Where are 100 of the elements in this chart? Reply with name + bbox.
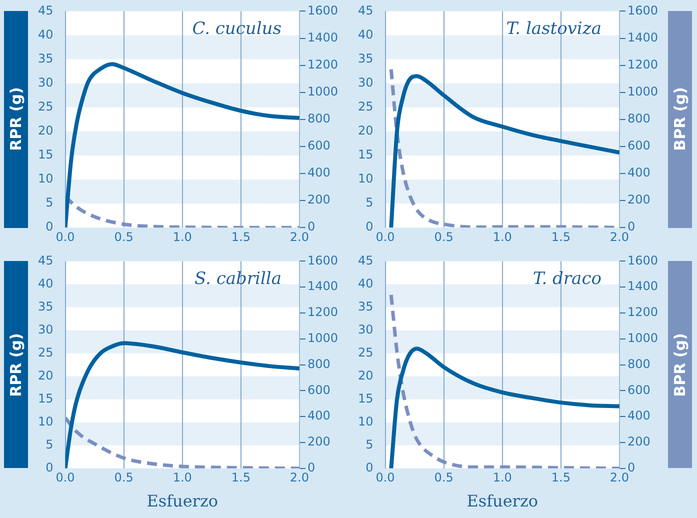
x-tick-label: 0.0 — [56, 470, 75, 485]
y-tick-label: 10 — [358, 414, 374, 428]
y2-tick-label: 0 — [307, 220, 316, 234]
x-tick-label: 1.0 — [172, 470, 192, 485]
y-tick-label: 5 — [46, 196, 54, 210]
x-axis-title: Esfuerzo — [466, 492, 538, 511]
y2-tick-label: 1600 — [307, 3, 338, 18]
x-tick-label: 0.5 — [114, 230, 134, 244]
y2-tick-label: 1200 — [307, 305, 338, 320]
x-tick-label: 0.0 — [56, 230, 75, 244]
x-tick-label: 0.0 — [376, 470, 395, 485]
y2-tick-label: 1600 — [627, 253, 658, 268]
y2-tick-label: 400 — [627, 166, 650, 180]
y2-tick-label: 200 — [627, 434, 650, 449]
y-tick-label: 20 — [358, 124, 374, 138]
y-tick-label: 25 — [38, 345, 54, 360]
y2-tick-label: 1400 — [307, 30, 338, 44]
y-tick-label: 30 — [358, 322, 374, 336]
y2-tick-label: 400 — [627, 408, 650, 423]
y-tick-label: 0 — [46, 220, 54, 234]
y-axis-title: RPR (g) — [7, 87, 26, 152]
y2-tick-label: 1600 — [307, 253, 338, 268]
y-tick-label: 45 — [38, 253, 54, 268]
y-tick-label: 25 — [358, 100, 374, 114]
line-series — [389, 293, 620, 468]
y2-tick-label: 1200 — [307, 57, 338, 72]
y2-tick-label: 0 — [307, 460, 316, 475]
y-tick-label: 40 — [38, 276, 54, 290]
y-tick-label: 20 — [38, 124, 54, 138]
y2-tick-label: 600 — [307, 382, 330, 397]
y2-tick-label: 200 — [627, 192, 650, 207]
y2-tick-label: 0 — [627, 460, 636, 475]
y-tick-label: 40 — [38, 27, 54, 42]
y2-tick-label: 800 — [307, 356, 330, 371]
x-tick-label: 1.5 — [551, 230, 570, 244]
x-tick-label: 2.0 — [290, 470, 310, 485]
y-tick-label: 20 — [38, 368, 54, 382]
y2-tick-label: 1000 — [627, 84, 658, 98]
x-tick-label: 1.0 — [492, 470, 512, 485]
y-tick-label: 30 — [38, 75, 54, 90]
y-tick-label: 10 — [38, 414, 54, 428]
x-tick-label: 0.0 — [376, 230, 395, 244]
y-tick-label: 15 — [358, 391, 374, 406]
y-tick-label: 45 — [358, 253, 374, 268]
y2-tick-label: 600 — [627, 138, 650, 153]
y-tick-label: 0 — [46, 460, 54, 475]
y-tick-label: 15 — [38, 391, 54, 406]
y2-tick-label: 1200 — [627, 305, 658, 320]
x-tick-label: 1.5 — [551, 470, 570, 485]
x-tick-label: 2.0 — [290, 230, 310, 244]
x-tick-label: 0.5 — [114, 470, 134, 485]
y2-tick-label: 1400 — [627, 30, 658, 44]
y2-tick-label: 1400 — [627, 279, 658, 294]
y2-tick-label: 400 — [307, 408, 330, 423]
y-tick-label: 10 — [358, 172, 374, 186]
y-tick-label: 40 — [358, 276, 374, 290]
y2-tick-label: 600 — [627, 382, 650, 397]
x-tick-label: 1.0 — [492, 230, 512, 244]
y-tick-label: 15 — [38, 148, 54, 162]
x-tick-label: 0.5 — [434, 470, 454, 485]
y-axis-title: RPR (g) — [7, 332, 26, 397]
y-tick-label: 45 — [38, 3, 54, 18]
y-tick-label: 25 — [38, 100, 54, 114]
line-series — [65, 62, 300, 228]
line-series — [389, 346, 620, 468]
y2-tick-label: 1400 — [307, 279, 338, 294]
y-tick-label: 30 — [358, 75, 374, 90]
y-tick-label: 35 — [38, 51, 54, 66]
y2-tick-label: 0 — [627, 220, 636, 234]
y2-tick-label: 1000 — [307, 84, 338, 98]
y-tick-label: 35 — [38, 299, 54, 314]
x-tick-label: 1.5 — [231, 470, 250, 485]
y-tick-label: 0 — [366, 220, 374, 234]
y2-tick-label: 800 — [627, 356, 650, 371]
y2-tick-label: 400 — [307, 166, 330, 180]
line-series — [65, 341, 300, 468]
y2-tick-label: 200 — [307, 192, 330, 207]
y2-tick-label: 1600 — [627, 3, 658, 18]
y-tick-label: 15 — [358, 148, 374, 162]
x-tick-label: 1.5 — [231, 230, 250, 244]
y2-tick-label: 200 — [307, 434, 330, 449]
y-tick-label: 35 — [358, 51, 374, 66]
y-tick-label: 10 — [38, 172, 54, 186]
y2-tick-label: 1000 — [627, 331, 658, 346]
x-tick-label: 0.5 — [434, 230, 454, 244]
x-tick-label: 2.0 — [610, 230, 630, 244]
y-tick-label: 5 — [366, 438, 374, 452]
y-tick-label: 30 — [38, 322, 54, 336]
y2-tick-label: 600 — [307, 138, 330, 153]
y2-tick-label: 1000 — [307, 331, 338, 346]
y2-tick-label: 800 — [627, 112, 650, 126]
x-tick-label: 1.0 — [172, 230, 192, 244]
y-tick-label: 45 — [358, 3, 374, 18]
y2-tick-label: 800 — [307, 112, 330, 126]
y-tick-label: 35 — [358, 299, 374, 314]
line-series — [65, 416, 300, 468]
y2-axis-title: BPR (g) — [671, 88, 689, 152]
y-tick-label: 25 — [358, 345, 374, 360]
y2-axis-title: BPR (g) — [671, 332, 689, 397]
x-axis-title: Esfuerzo — [146, 492, 218, 511]
